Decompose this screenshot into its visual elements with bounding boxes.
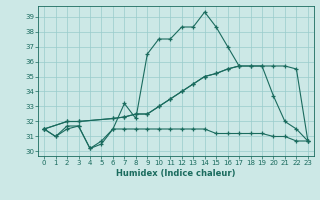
X-axis label: Humidex (Indice chaleur): Humidex (Indice chaleur) — [116, 169, 236, 178]
